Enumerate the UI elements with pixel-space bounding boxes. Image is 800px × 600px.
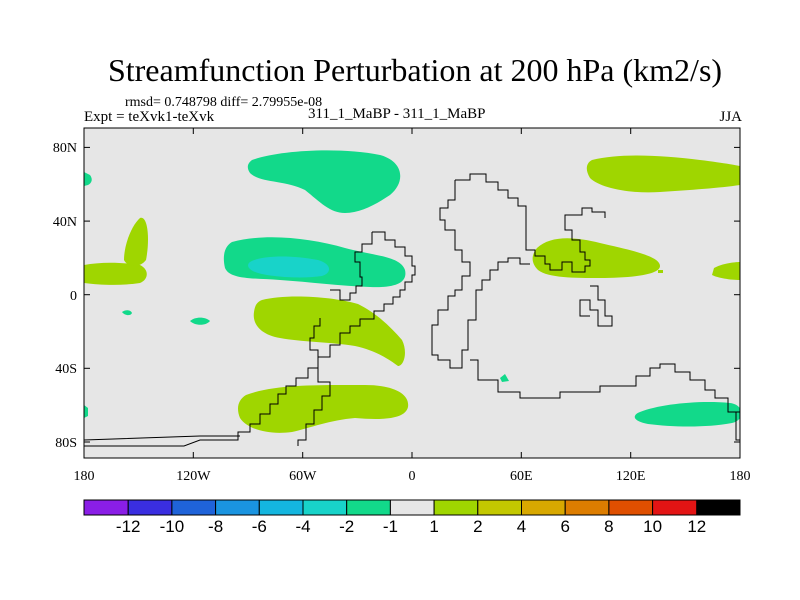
colorbar-label: 2 xyxy=(473,517,482,536)
y-tick-label: 80S xyxy=(55,436,77,451)
colorbar-label: -4 xyxy=(295,517,310,536)
colorbar-swatch xyxy=(477,499,522,516)
contour-pos-southern-ocean xyxy=(238,384,409,433)
colorbar-swatch xyxy=(346,499,391,516)
colorbar-label: 8 xyxy=(604,517,613,536)
colorbar-label: -1 xyxy=(383,517,398,536)
contour-neg-south-indian-ocean xyxy=(634,402,740,427)
colorbar-label: 1 xyxy=(429,517,438,536)
colorbar-label: 12 xyxy=(687,517,706,536)
y-tick-label: 0 xyxy=(70,289,77,304)
colorbar-label: -12 xyxy=(116,517,141,536)
stats-line: rmsd= 0.748798 diff= 2.79955e-08 xyxy=(125,95,323,110)
colorbar-swatch xyxy=(83,499,129,516)
colorbar-label: -2 xyxy=(339,517,354,536)
colorbar-swatch xyxy=(608,499,654,516)
colorbar-swatch xyxy=(433,499,479,516)
season-label: JJA xyxy=(719,109,742,125)
coastline-antarctica-east xyxy=(470,359,740,413)
x-tick-label: 180 xyxy=(730,469,751,484)
colorbar-swatch xyxy=(652,499,698,516)
coastline-americas xyxy=(84,231,416,447)
contour-pos-west-pacific-tropics xyxy=(84,262,147,285)
contour-neg-far-west-pacific xyxy=(84,172,92,186)
contour-pos-south-pacific-tropics xyxy=(253,296,405,366)
colorbar-label: -6 xyxy=(252,517,267,536)
x-tick-label: 60E xyxy=(510,469,533,484)
x-tick-label: 60W xyxy=(289,469,317,484)
shaded-contours xyxy=(84,150,740,433)
x-axis-ticks xyxy=(83,128,741,458)
contour-pos-east-pacific-edge xyxy=(712,262,740,280)
x-tick-label: 120E xyxy=(616,469,646,484)
colorbar-label: 4 xyxy=(517,517,526,536)
y-tick-label: 40N xyxy=(53,215,77,230)
colorbar-swatch xyxy=(215,499,260,516)
colorbar-label: 10 xyxy=(643,517,662,536)
colorbar-label: 6 xyxy=(560,517,569,536)
x-tick-label: 120W xyxy=(176,469,211,484)
coastline-south-asia xyxy=(579,285,613,327)
colorbar-swatch xyxy=(389,499,435,516)
colorbar-swatch xyxy=(302,499,348,516)
contour-pos-asia-north xyxy=(586,155,740,193)
experiment-label: Expt = teXvk1-teXvk xyxy=(84,109,215,125)
colorbar-swatch xyxy=(521,499,566,516)
colorbar-swatch xyxy=(696,499,741,516)
colorbar-swatch xyxy=(127,499,173,516)
coastlines xyxy=(84,173,740,447)
colorbar-label: -10 xyxy=(160,517,185,536)
y-axis-ticks xyxy=(84,146,740,443)
contour-neg-small-1 xyxy=(122,310,132,316)
contour-neg-west-edge-south xyxy=(84,405,88,418)
y-tick-label: 40S xyxy=(55,362,77,377)
coastline-africa-west xyxy=(431,180,530,369)
contour-neg-small-3 xyxy=(500,374,509,382)
colorbar-swatch xyxy=(171,499,217,516)
x-tick-label: 0 xyxy=(409,469,416,484)
contour-pos-small-1 xyxy=(658,270,663,273)
coastline-south-america-east xyxy=(297,318,331,446)
contour-pos-west-pacific-band xyxy=(124,217,148,266)
contour-neg-small-2 xyxy=(190,317,210,325)
contour-neg-north-pacific-high xyxy=(247,150,401,213)
coastline-south-america xyxy=(330,232,373,301)
coastline-antarctica-edge xyxy=(84,412,740,441)
x-tick-label: 180 xyxy=(74,469,95,484)
case-label: 311_1_MaBP - 311_1_MaBP xyxy=(308,106,486,122)
chart-title: Streamfunction Perturbation at 200 hPa (… xyxy=(107,52,723,88)
colorbar-swatch xyxy=(258,499,304,516)
y-tick-label: 80N xyxy=(53,141,77,156)
colorbar-swatch xyxy=(564,499,610,516)
colorbar: -12 -10 -8 -6 -4 -2 -1 1 2 4 6 8 10 12 xyxy=(83,499,741,536)
colorbar-label: -8 xyxy=(208,517,223,536)
contour-pos-tropical-africa-asia xyxy=(532,238,660,278)
contour-neg-tropical-pacific-core xyxy=(248,256,330,278)
coastline-eurasia-africa xyxy=(455,173,606,273)
